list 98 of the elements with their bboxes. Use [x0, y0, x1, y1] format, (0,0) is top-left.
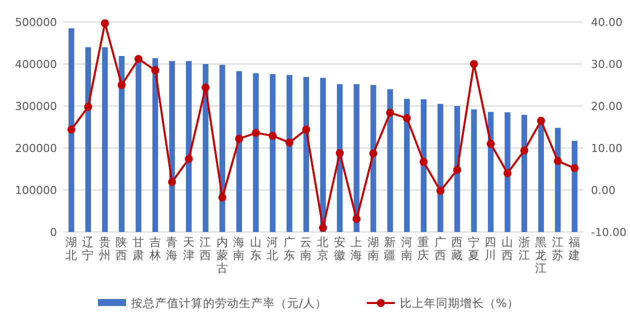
- x-tick-label: 黑龙江: [535, 235, 548, 275]
- point: [402, 114, 411, 122]
- x-tick-label: 云南: [300, 235, 312, 262]
- bar: [118, 56, 125, 232]
- bar: [286, 74, 292, 232]
- x-tick-label: 甘肃: [132, 235, 144, 262]
- point: [202, 84, 210, 92]
- point: [151, 66, 160, 74]
- bar: [387, 89, 393, 232]
- y2-tick-label: 20.00: [591, 100, 622, 113]
- x-tick-label: 北京: [317, 235, 329, 262]
- y-tick-label: 300000: [15, 100, 57, 113]
- bar: [236, 71, 242, 232]
- x-tick-label: 安徽: [334, 235, 346, 262]
- y2-tick-label: 40.00: [591, 16, 622, 29]
- bar: [538, 122, 544, 232]
- bar: [152, 58, 158, 232]
- bar: [186, 61, 192, 232]
- x-tick-label: 湖南: [367, 235, 380, 262]
- point: [319, 224, 327, 232]
- bar: [354, 84, 360, 232]
- point: [285, 138, 294, 147]
- x-tick-label: 西藏: [451, 235, 464, 262]
- x-tick-label: 河北: [266, 235, 279, 262]
- x-tick-label: 吉林: [148, 235, 162, 262]
- y-tick-label: 200000: [15, 142, 57, 155]
- y-tick-label: 500000: [15, 16, 57, 29]
- point: [302, 126, 310, 134]
- point: [436, 186, 444, 195]
- point: [570, 164, 579, 172]
- y2-tick-label: 0.00: [591, 184, 616, 197]
- point: [184, 154, 193, 163]
- point: [352, 214, 361, 223]
- point: [168, 178, 176, 186]
- x-tick-label: 宁夏: [468, 235, 480, 262]
- x-tick-label: 浙江: [518, 235, 530, 262]
- y-tick-label: 0: [50, 226, 57, 239]
- y-tick-label: 100000: [15, 184, 57, 197]
- x-tick-label: 江西: [200, 235, 212, 262]
- point: [84, 102, 92, 111]
- bar: [420, 99, 426, 232]
- x-tick-label: 新疆: [384, 235, 396, 262]
- x-tick-label: 江苏: [552, 235, 564, 262]
- bar: [202, 64, 208, 232]
- y2-tick-label: -10.00: [591, 226, 626, 239]
- legend-label: 按总产值计算的劳动生产率（元/人）: [131, 296, 327, 310]
- x-tick-label: 福建: [568, 235, 581, 262]
- point: [486, 140, 495, 148]
- point: [218, 194, 226, 202]
- bar: [169, 61, 175, 232]
- x-tick-label: 贵州: [98, 235, 111, 262]
- point: [369, 149, 378, 158]
- bar: [471, 109, 477, 232]
- x-tick-label: 河南: [400, 235, 413, 262]
- x-tick-label: 广西: [434, 235, 446, 262]
- x-tick-label: 湖北: [65, 235, 78, 262]
- point: [252, 128, 260, 137]
- x-tick-label: 辽宁: [82, 235, 94, 262]
- bar: [102, 47, 108, 232]
- bar: [438, 104, 444, 232]
- bar: [253, 73, 259, 232]
- y2-tick-label: 30.00: [591, 58, 622, 71]
- bar: [136, 62, 142, 232]
- point: [336, 149, 344, 158]
- point: [67, 126, 76, 134]
- point: [235, 134, 244, 143]
- x-tick-label: 广东: [283, 235, 296, 262]
- x-tick-label: 山东: [250, 235, 262, 262]
- point: [453, 166, 462, 174]
- point: [554, 157, 562, 166]
- bar: [85, 47, 92, 232]
- x-tick-label: 重庆: [418, 235, 430, 262]
- point: [386, 108, 394, 117]
- bar: [521, 114, 528, 232]
- point: [537, 116, 546, 125]
- legend-label: 比上年同期增长（%）: [400, 296, 519, 310]
- x-tick-label: 天津: [182, 235, 195, 262]
- point: [520, 146, 528, 155]
- point: [134, 54, 142, 63]
- y-tick-label: 400000: [15, 58, 57, 71]
- point: [268, 132, 277, 140]
- x-tick-label: 陕西: [116, 235, 128, 262]
- point: [100, 19, 109, 28]
- point: [470, 60, 478, 68]
- point: [420, 158, 428, 166]
- x-tick-label: 四川: [484, 235, 497, 262]
- point: [118, 81, 126, 89]
- bar: [504, 112, 510, 232]
- y2-tick-label: 10.00: [591, 142, 622, 155]
- x-tick-label: 青海: [166, 235, 178, 262]
- x-tick-label: 上海: [350, 235, 363, 262]
- x-tick-label: 山西: [502, 235, 514, 262]
- point: [504, 169, 512, 178]
- x-tick-label: 海南: [233, 235, 246, 262]
- x-tick-label: 内蒙古: [216, 235, 228, 275]
- bar: [404, 98, 410, 232]
- bar: [270, 74, 276, 232]
- bar: [68, 28, 74, 232]
